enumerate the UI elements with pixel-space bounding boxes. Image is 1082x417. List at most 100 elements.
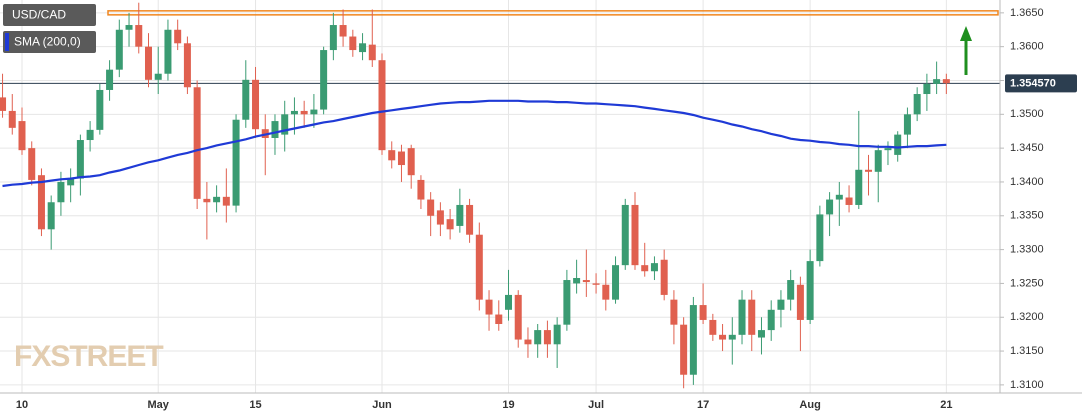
legend-box [3, 31, 96, 53]
candle-body [650, 263, 658, 272]
candle-body [213, 196, 221, 203]
candle-body [903, 114, 911, 135]
y-tick-label: 1.3200 [1010, 311, 1044, 323]
x-tick-label: 10 [16, 399, 28, 411]
legend: USD/CAD SMA (200,0) [3, 4, 96, 53]
candle-body [417, 179, 425, 200]
candle-body [524, 339, 532, 345]
candle-body [446, 219, 454, 230]
candle-body [923, 83, 931, 95]
candle-body [670, 299, 678, 325]
candle-body [485, 299, 493, 315]
candle-body [855, 169, 863, 205]
candle-body [631, 204, 639, 266]
candle-body [816, 214, 824, 262]
candle-body [612, 265, 620, 300]
candle-body [641, 265, 649, 272]
candle-body [310, 109, 318, 115]
candle-body [680, 324, 688, 375]
candle-body [563, 280, 571, 325]
candle-body [602, 284, 610, 300]
candle-body [0, 97, 7, 111]
candle-body [378, 60, 386, 151]
candle-body [96, 89, 104, 130]
candle-body [874, 150, 882, 172]
candle-body [28, 148, 36, 180]
y-tick-label: 1.3350 [1010, 210, 1044, 222]
y-tick-label: 1.3400 [1010, 176, 1044, 188]
candle-body [748, 299, 756, 335]
y-tick-label: 1.3150 [1010, 345, 1044, 357]
candle-body [709, 319, 717, 335]
candle-body [329, 25, 337, 51]
candle-body [135, 25, 143, 47]
candle-body [728, 334, 736, 340]
candle-body [573, 278, 581, 284]
candle-body [543, 330, 551, 345]
candle-body [534, 330, 542, 345]
candle-body [456, 204, 464, 226]
candle-body [621, 204, 629, 266]
candle-body [115, 29, 123, 70]
candle-body [427, 199, 435, 216]
candle-body [8, 110, 16, 128]
candle-body [865, 169, 873, 172]
y-tick-label: 1.3250 [1010, 277, 1044, 289]
candle-body [505, 294, 512, 310]
candle-body [933, 79, 941, 84]
sma-line [2, 99, 947, 188]
candle-body [47, 202, 55, 230]
y-tick-label: 1.3450 [1010, 142, 1044, 154]
candle-body [475, 234, 483, 300]
candle-body [252, 79, 260, 130]
candle-body [368, 44, 376, 61]
legend-label: SMA (200,0) [14, 35, 81, 49]
candle-body [57, 181, 65, 203]
candle-body [232, 119, 240, 206]
candle-body [76, 140, 84, 179]
candle-body [359, 43, 367, 53]
y-tick-label: 1.3300 [1010, 244, 1044, 256]
y-tick-label: 1.3600 [1010, 41, 1044, 53]
candle-body [174, 29, 182, 44]
candle-body [913, 94, 921, 115]
candle-body [894, 134, 902, 155]
candle-body [738, 299, 746, 335]
candle-body [18, 121, 26, 151]
candle-body [164, 29, 172, 74]
x-tick-label: Aug [799, 399, 820, 411]
x-tick-label: 15 [249, 399, 261, 411]
candle-body [826, 199, 834, 215]
candle-body [183, 43, 191, 88]
legend-label: USD/CAD [12, 8, 66, 22]
x-tick-label: 17 [697, 399, 709, 411]
y-tick-label: 1.3650 [1010, 7, 1044, 19]
candle-body [242, 79, 250, 120]
candle-body [796, 284, 804, 320]
candle-body [466, 204, 474, 235]
candle-body [125, 25, 133, 30]
candle-body [942, 79, 950, 84]
price-tag-label: 1.354570 [1010, 77, 1056, 89]
candle-body [407, 148, 415, 176]
x-tick-label: May [148, 399, 170, 411]
candle-body [514, 294, 522, 340]
candle-body [339, 25, 347, 37]
candle-body [553, 324, 561, 345]
candle-body [767, 309, 775, 331]
x-tick-label: Jul [588, 399, 604, 411]
candle-body [86, 129, 94, 141]
candle-body [884, 148, 892, 151]
candle-body [320, 50, 328, 110]
candle-body [436, 210, 444, 225]
candle-body [349, 36, 357, 51]
x-tick-label: Jun [372, 399, 392, 411]
x-tick-label: 21 [940, 399, 952, 411]
candle-body [845, 197, 853, 205]
legend-box [3, 4, 96, 26]
candle-body [757, 330, 765, 338]
candle-body [290, 110, 298, 115]
candle-body [689, 305, 697, 375]
candle-body [222, 196, 230, 206]
